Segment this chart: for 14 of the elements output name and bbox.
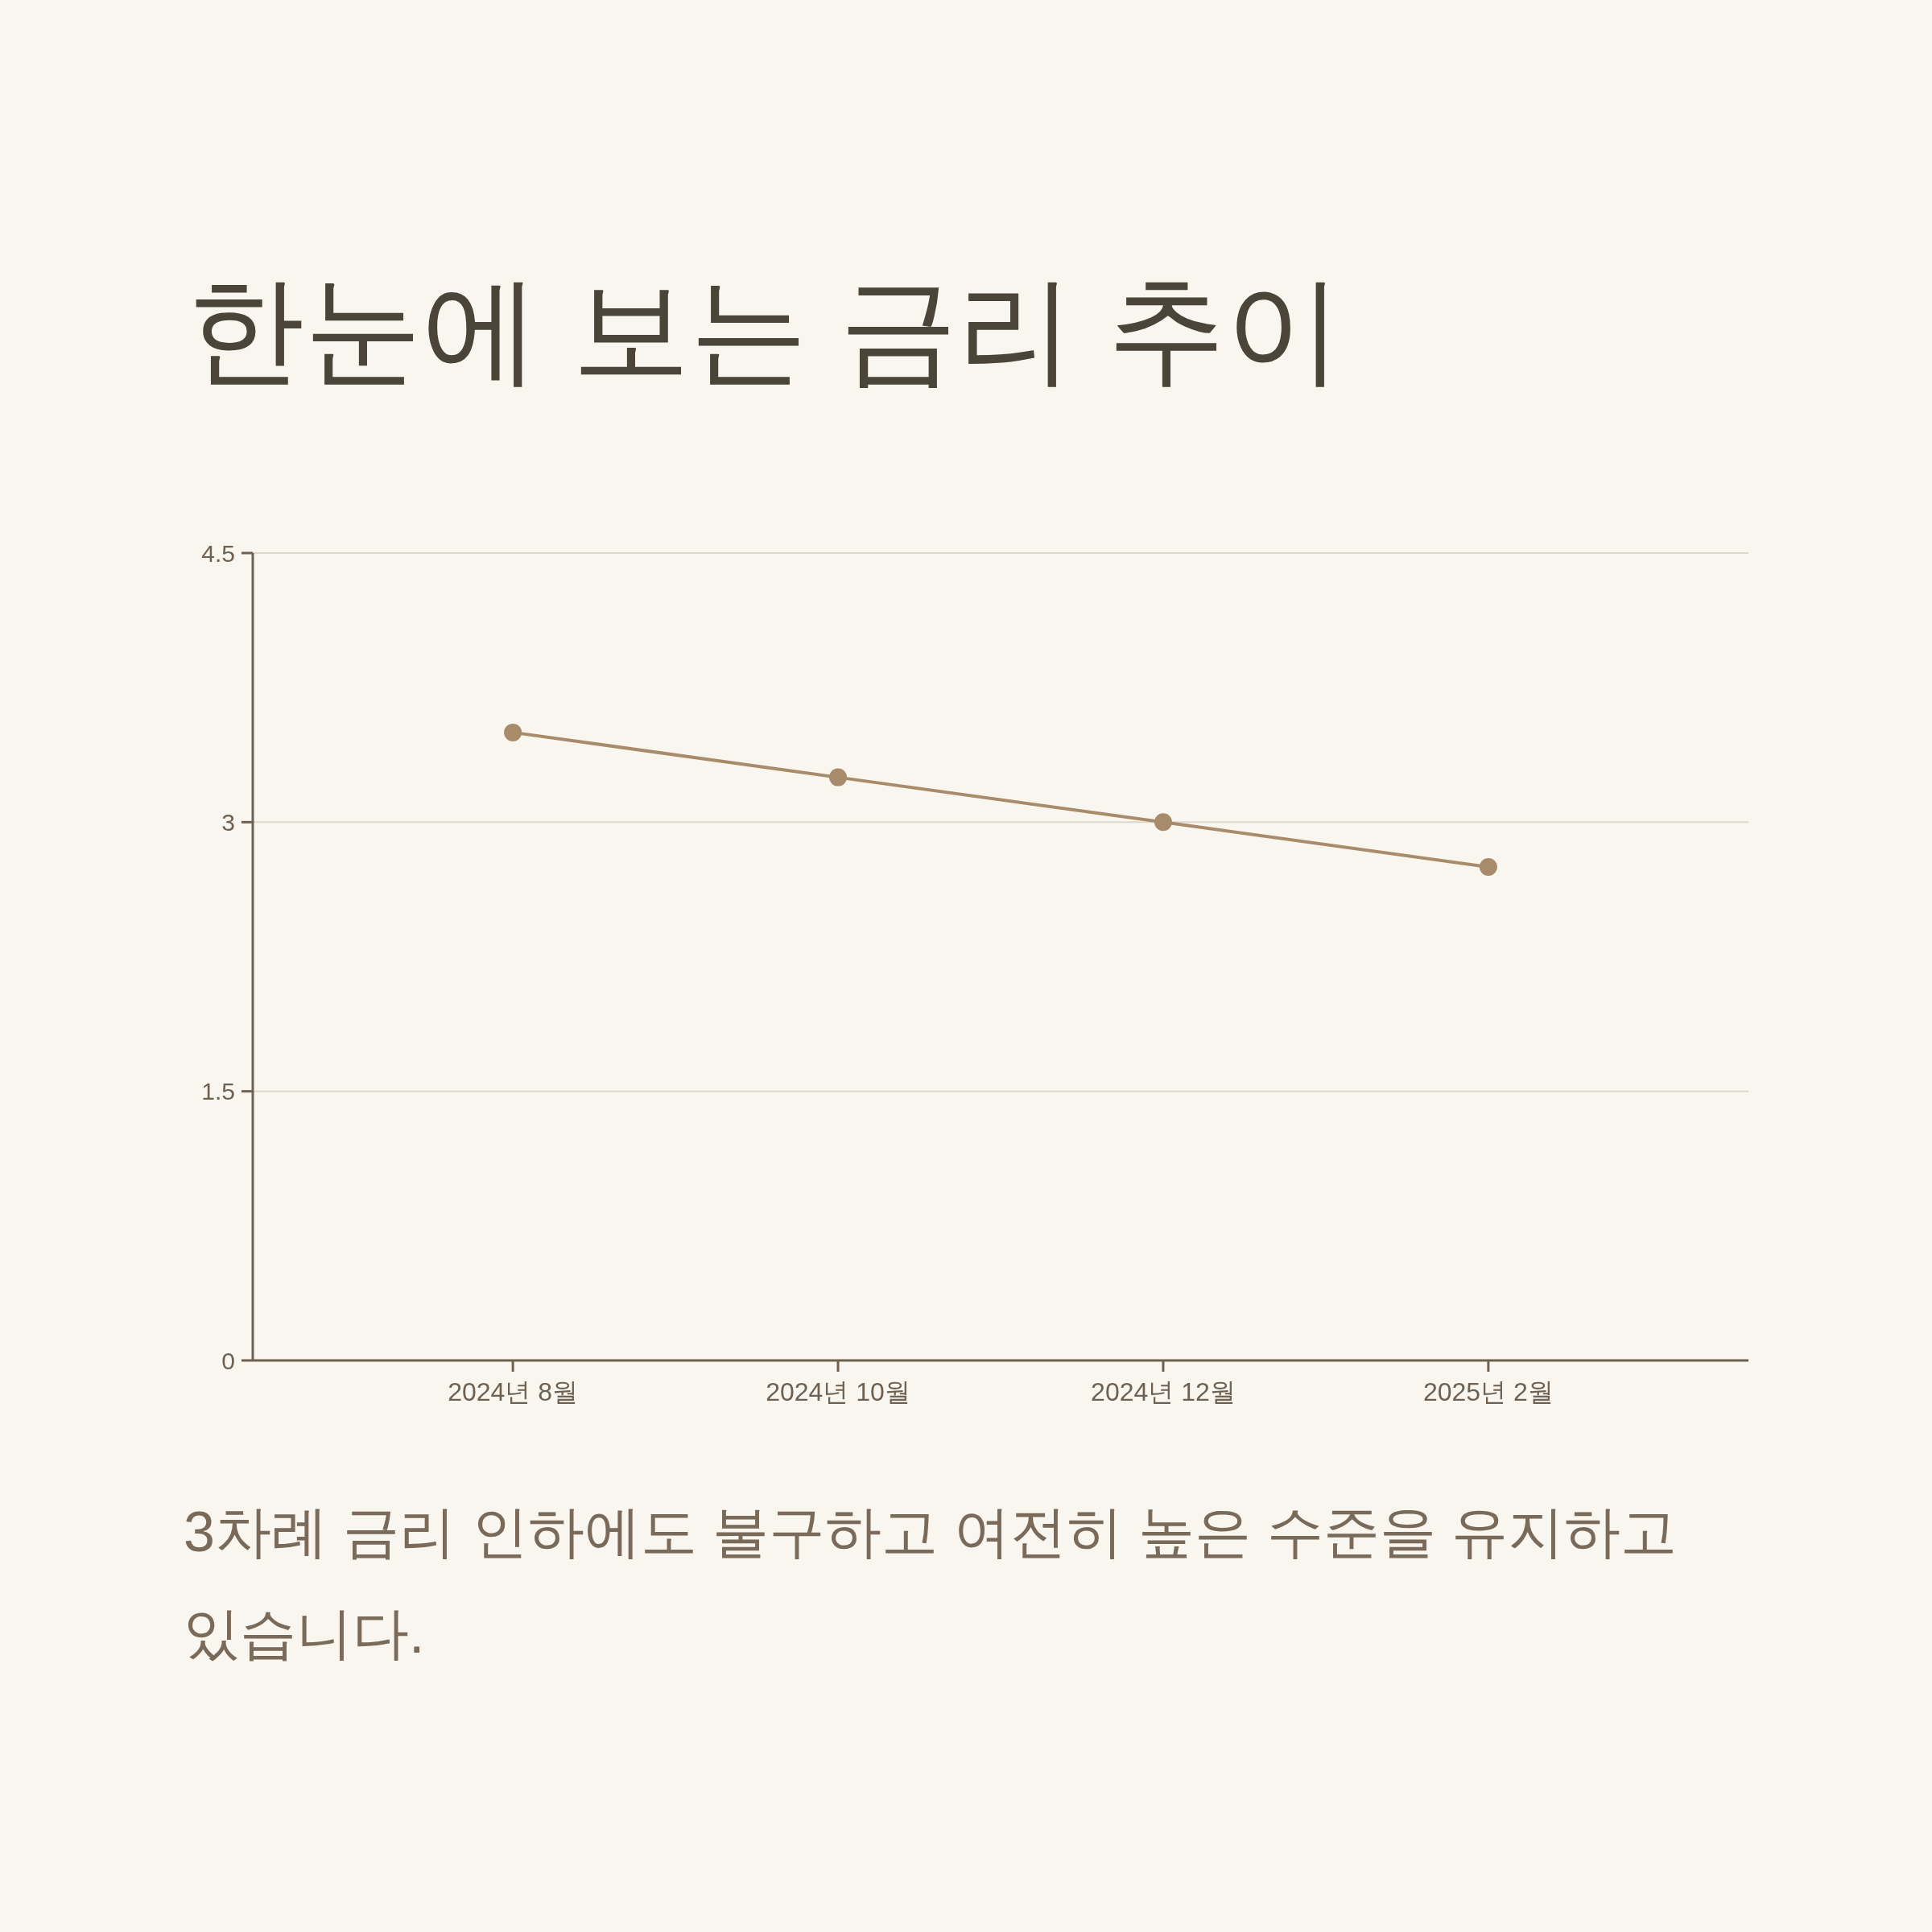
y-tick-label: 4.5 bbox=[201, 539, 235, 567]
chart-title: 한눈에 보는 금리 추이 bbox=[187, 264, 1343, 395]
point bbox=[829, 768, 848, 786]
point bbox=[1154, 813, 1172, 832]
point bbox=[1479, 858, 1497, 877]
x-tick-label: 2025년 2월 bbox=[1422, 1377, 1554, 1406]
x-tick-label: 2024년 10월 bbox=[766, 1377, 910, 1406]
y-tick-label: 0 bbox=[221, 1347, 235, 1374]
text: 3차례 금리 인하에도 불구하고 여전히 높은 수준을 유지하고 있습니다. bbox=[184, 1500, 1678, 1666]
y-tick-label: 1.5 bbox=[201, 1078, 235, 1105]
y-tick-label: 3 bbox=[221, 808, 235, 836]
x-tick-label: 2024년 12월 bbox=[1091, 1377, 1236, 1406]
point bbox=[504, 723, 522, 741]
x-tick-label: 2024년 8월 bbox=[448, 1377, 579, 1406]
